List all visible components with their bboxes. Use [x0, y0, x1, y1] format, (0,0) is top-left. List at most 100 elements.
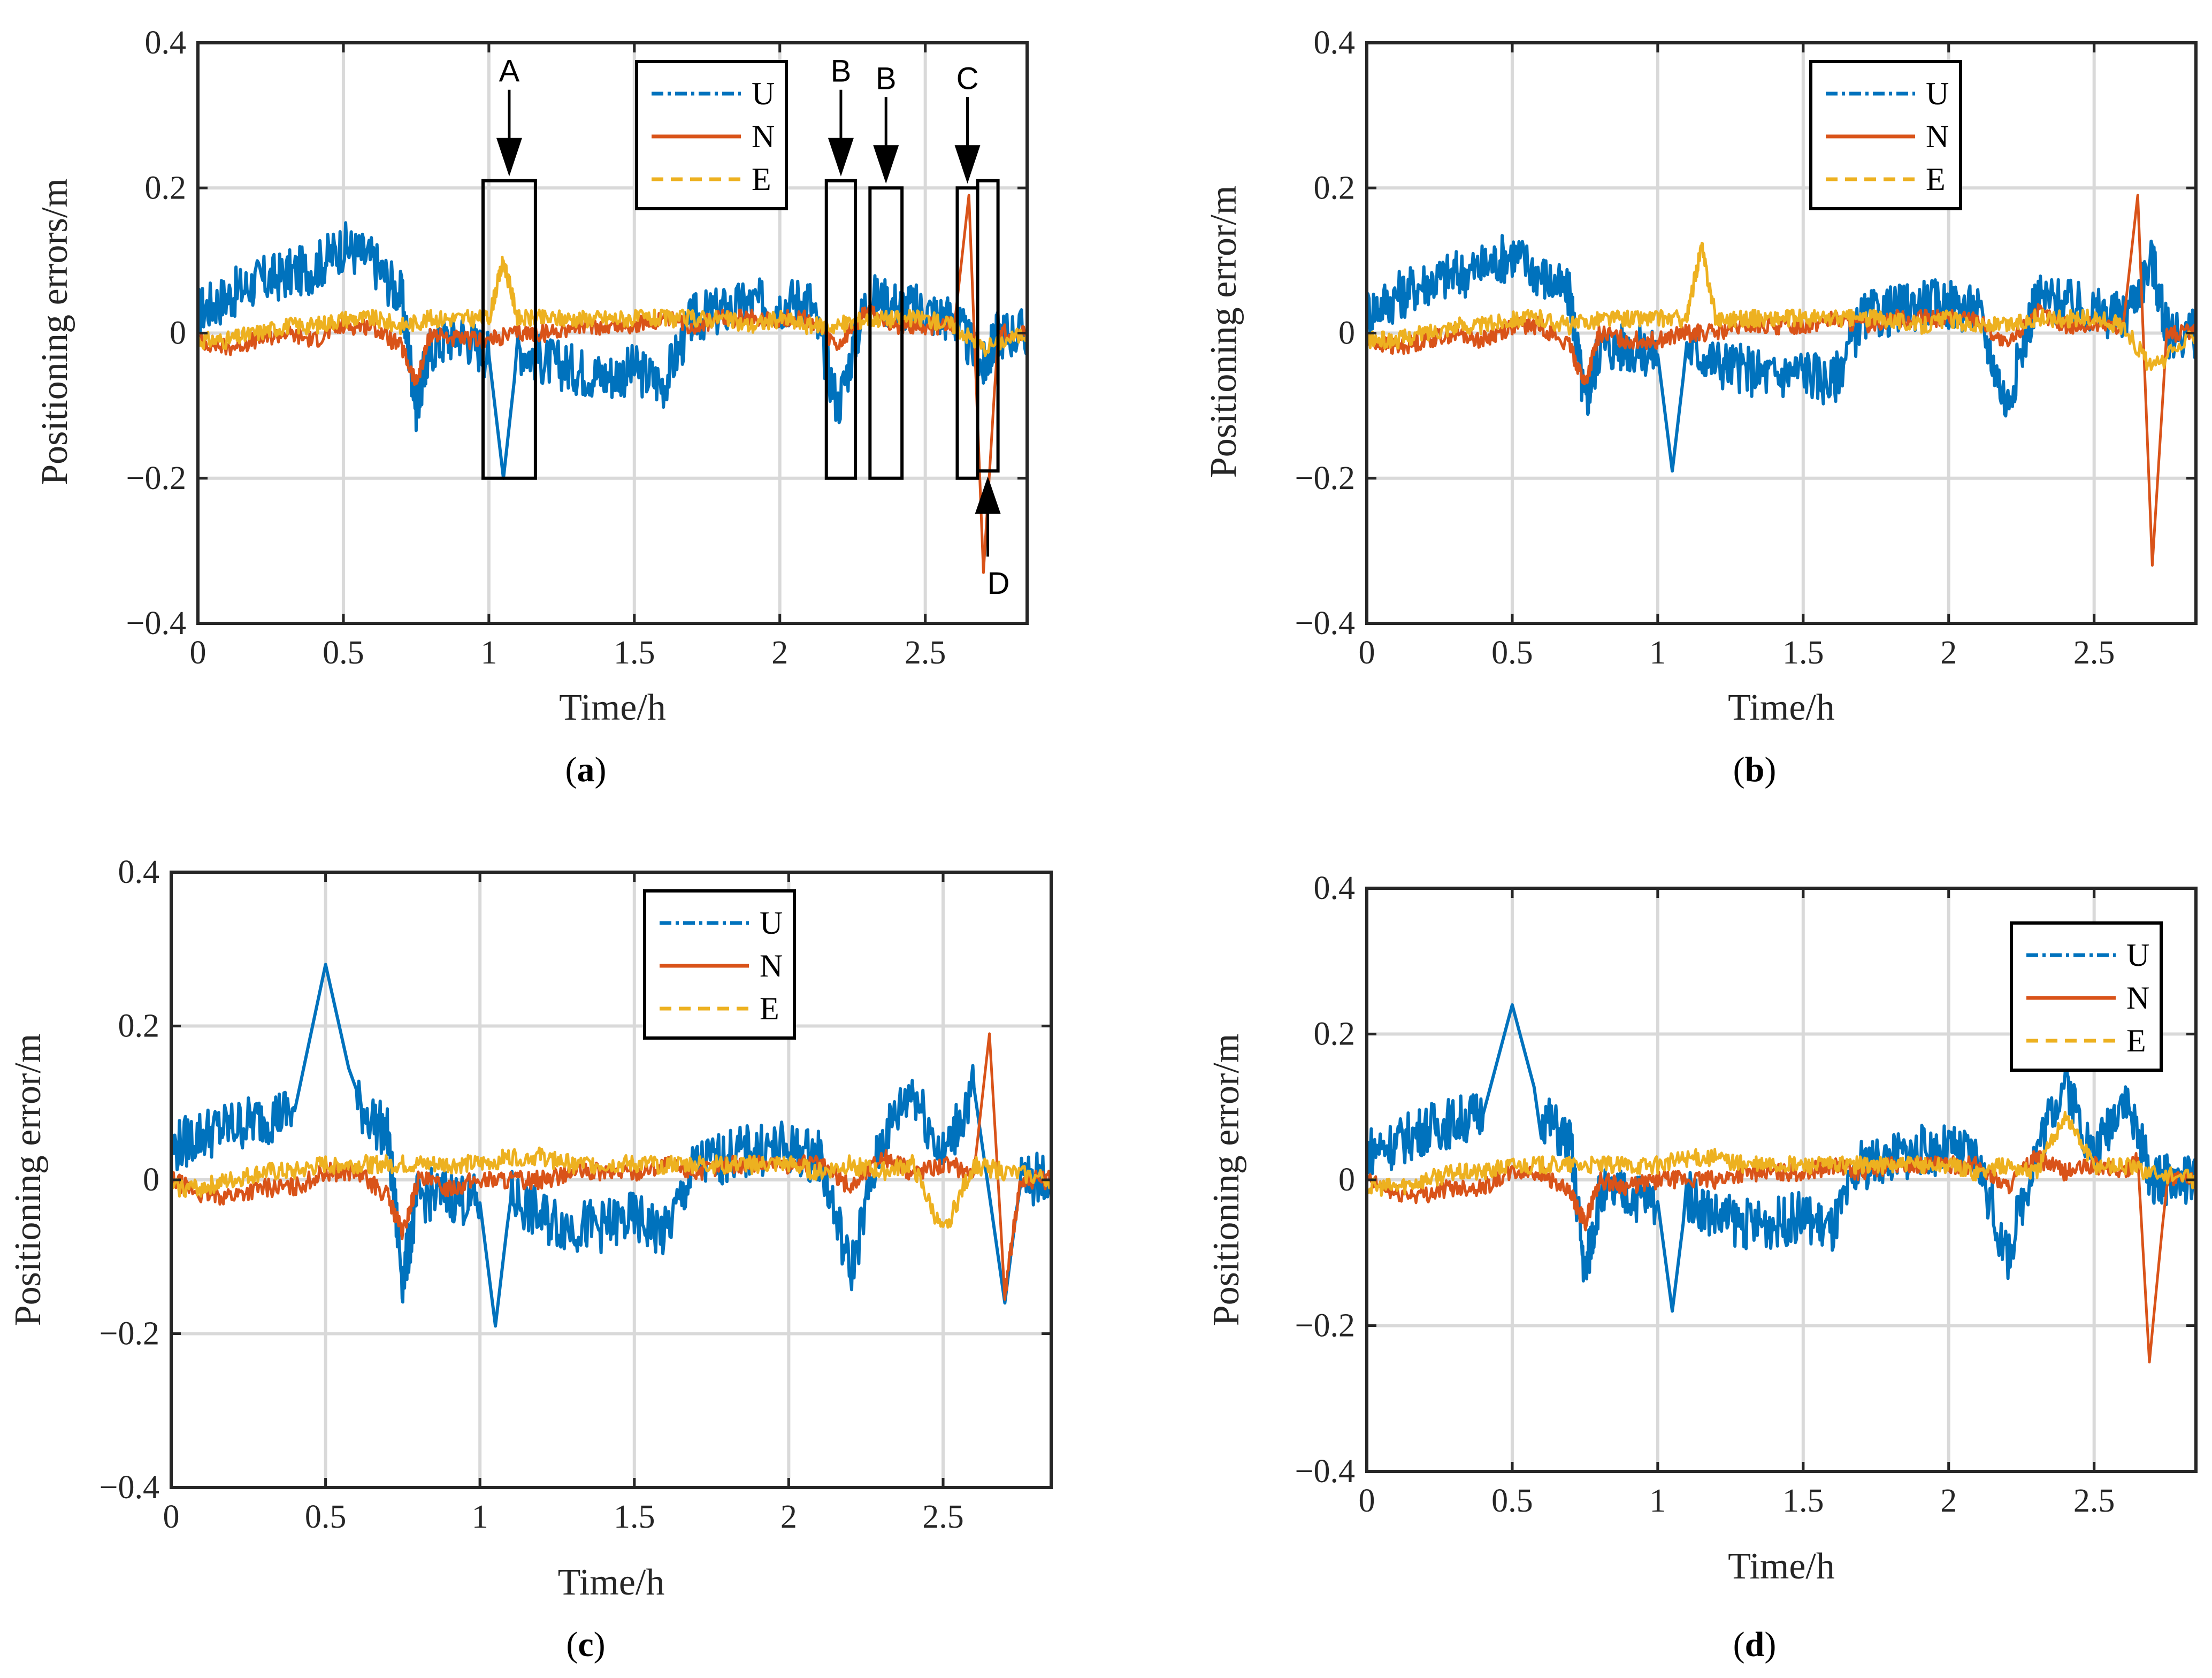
x-axis-label: Time/h [1728, 687, 1835, 728]
x-axis-label: Time/h [558, 1562, 665, 1603]
y-tick-label: 0 [170, 315, 186, 352]
x-tick-label: 1.5 [1782, 635, 1824, 671]
y-tick-label: 0 [1338, 1162, 1355, 1198]
x-tick-label: 0.5 [1491, 635, 1533, 671]
legend-label-u: U [1926, 76, 1949, 111]
x-tick-label: 1.5 [614, 1499, 655, 1535]
series-line-u [170, 963, 1053, 1328]
annotation-arrowhead [954, 145, 981, 184]
annotation-arrowhead [496, 138, 522, 177]
panel-caption: (a) [565, 750, 607, 789]
x-tick-label: 1 [1649, 1483, 1666, 1519]
panel-caption: (c) [566, 1625, 605, 1664]
legend-label-u: U [752, 76, 775, 111]
annotation-label: D [988, 566, 1010, 601]
legend-label-e: E [760, 991, 779, 1026]
x-tick-label: 2.5 [2073, 635, 2115, 671]
x-tick-label: 0 [163, 1499, 180, 1535]
legend-label-n: N [752, 119, 775, 154]
legend: UNE [635, 60, 788, 210]
legend-label-u: U [760, 905, 783, 941]
x-tick-label: 0 [1359, 635, 1375, 671]
y-axis-label: Positioning error/m [7, 1034, 49, 1326]
annotation-box [481, 179, 537, 480]
x-tick-label: 2.5 [905, 635, 946, 671]
x-axis-label: Time/h [1728, 1546, 1835, 1587]
x-tick-label: 1.5 [614, 635, 655, 671]
x-tick-label: 0.5 [1491, 1483, 1533, 1519]
x-tick-label: 0.5 [305, 1499, 347, 1535]
y-tick-label: −0.4 [126, 605, 186, 642]
x-tick-label: 2 [1940, 1483, 1957, 1519]
annotation-label: B [876, 61, 897, 96]
y-tick-label: 0.2 [1314, 170, 1356, 206]
x-tick-label: 2 [780, 1499, 797, 1535]
y-tick-label: 0.2 [145, 170, 187, 206]
panel-caption: (d) [1733, 1625, 1777, 1664]
y-tick-label: −0.4 [99, 1469, 159, 1506]
y-tick-label: −0.2 [1295, 460, 1355, 497]
annotation-box [868, 186, 904, 480]
y-axis-label: Positioning error/m [1203, 186, 1244, 478]
x-tick-label: 2 [1940, 635, 1957, 671]
panel-b: 0 0.5 1 1.5 2 2.5 −0.4 −0.2 0 0.2 0.4 Time/h Positio… [1203, 25, 2198, 789]
series-line-e [170, 1146, 1053, 1229]
y-axis-label: Positioning error/m [1206, 1034, 1247, 1326]
series-line-e [196, 255, 1029, 357]
annotation-box [824, 179, 858, 480]
annotation-arrowhead [828, 138, 854, 177]
y-tick-label: 0.4 [1314, 870, 1356, 906]
legend-label-n: N [2126, 980, 2149, 1016]
legend-label-e: E [752, 162, 771, 197]
y-tick-label: −0.2 [99, 1316, 159, 1352]
x-tick-label: 1 [480, 635, 497, 671]
x-tick-label: 0 [1359, 1483, 1375, 1519]
legend-label-e: E [1926, 162, 1946, 197]
panel-caption: (b) [1733, 750, 1777, 789]
y-tick-label: 0.4 [145, 25, 187, 61]
x-tick-label: 1.5 [1782, 1483, 1824, 1519]
panel-d: 0 0.5 1 1.5 2 2.5 −0.4 −0.2 0 0.2 0.4 Time/h Positio… [1206, 870, 2198, 1664]
y-tick-label: −0.4 [1295, 605, 1355, 642]
x-tick-label: 0.5 [323, 635, 364, 671]
x-axis-label: Time/h [559, 687, 666, 728]
x-tick-label: 1 [472, 1499, 488, 1535]
y-tick-label: −0.4 [1295, 1453, 1355, 1490]
series-line-e [1365, 1111, 2198, 1197]
series-line-n [1365, 1150, 2198, 1364]
series-line-u [1365, 234, 2198, 473]
x-tick-label: 0 [190, 635, 206, 671]
x-tick-label: 2.5 [2073, 1483, 2115, 1519]
x-tick-label: 1 [1649, 635, 1666, 671]
y-tick-label: −0.2 [1295, 1308, 1355, 1344]
annotation-box [976, 179, 1000, 473]
x-tick-label: 2.5 [922, 1499, 964, 1535]
legend-label-n: N [760, 948, 783, 983]
series-line-u [196, 221, 1029, 480]
y-tick-label: 0 [1338, 315, 1355, 352]
y-tick-label: 0 [143, 1162, 159, 1198]
annotation-label: B [831, 54, 852, 89]
y-tick-label: −0.2 [126, 460, 186, 497]
series-line-u [1365, 1003, 2198, 1313]
y-tick-label: 0.4 [1314, 25, 1356, 61]
legend-label-e: E [2126, 1023, 2146, 1058]
panel-a: 0 0.5 1 1.5 2 2.5 −0.4 −0.2 0 0.2 0.4 Time/h Positio… [34, 25, 1029, 789]
annotation-label: C [956, 61, 979, 96]
y-axis-label: Positioning errors/m [34, 178, 75, 485]
annotation-arrowhead [873, 145, 899, 184]
y-tick-label: 0.2 [1314, 1016, 1356, 1052]
x-tick-label: 2 [771, 635, 788, 671]
panel-c: 0 0.5 1 1.5 2 2.5 −0.4 −0.2 0 0.2 0.4 Time/h Positio… [7, 854, 1053, 1664]
y-tick-label: 0.2 [118, 1008, 160, 1044]
annotation-arrowhead [975, 476, 1001, 514]
legend: UNE [643, 889, 796, 1040]
legend-label-u: U [2126, 937, 2149, 973]
legend-label-n: N [1926, 119, 1949, 154]
legend: UNE [1809, 60, 1962, 210]
series-line-e [1365, 241, 2198, 371]
legend: UNE [2010, 921, 2163, 1072]
annotation-label: A [499, 54, 520, 89]
y-tick-label: 0.4 [118, 854, 160, 890]
